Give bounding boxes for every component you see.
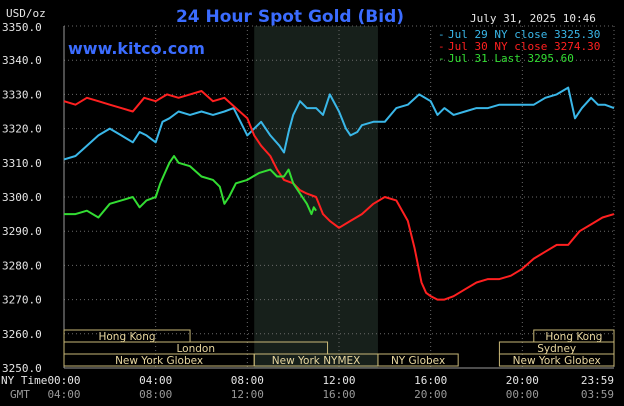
legend-jul30: Jul 30 NY close 3274.30 bbox=[448, 40, 600, 53]
session-box bbox=[498, 353, 615, 367]
y-tick-label: 3310.0 bbox=[2, 157, 42, 170]
website-label: www.kitco.com bbox=[68, 39, 205, 58]
chart-title: 24 Hour Spot Gold (Bid) bbox=[176, 7, 404, 27]
grid-layer bbox=[63, 25, 615, 369]
series-line-1 bbox=[63, 90, 615, 301]
y-tick-label: 3260.0 bbox=[2, 328, 42, 341]
x-tick-label-ny: 23:59 bbox=[581, 374, 614, 387]
legend-jul29: Jul 29 NY close 3325.30 bbox=[448, 28, 600, 41]
session-label: New York Globex bbox=[513, 355, 601, 367]
x-tick-label-gmt: 20:00 bbox=[414, 388, 447, 401]
x-tick-label-ny: 12:00 bbox=[322, 374, 355, 387]
y-tick-label: 3280.0 bbox=[2, 259, 42, 272]
y-tick-label: 3330.0 bbox=[2, 88, 42, 101]
x-tick-label-gmt: 16:00 bbox=[322, 388, 355, 401]
ny-time-label: NY Time bbox=[1, 374, 47, 387]
x-tick-label-gmt: 00:00 bbox=[506, 388, 539, 401]
series-line-0 bbox=[63, 86, 615, 161]
legend-jul30-marker: - bbox=[438, 40, 445, 53]
series-layer bbox=[63, 86, 615, 301]
session-label: London bbox=[177, 343, 216, 355]
x-tick-label-ny: 20:00 bbox=[506, 374, 539, 387]
session-label: Hong Kong bbox=[545, 331, 602, 343]
session-box bbox=[377, 353, 459, 367]
legend-jul29-marker: - bbox=[438, 28, 445, 41]
x-tick-label-gmt: 03:59 bbox=[581, 388, 614, 401]
y-tick-label: 3290.0 bbox=[2, 225, 42, 238]
x-tick-label-ny: 04:00 bbox=[139, 374, 172, 387]
timestamp: July 31, 2025 10:46 bbox=[470, 12, 596, 25]
legend-jul31: Jul 31 Last 3295.60 bbox=[448, 52, 574, 65]
session-label: New York NYMEX bbox=[272, 355, 361, 367]
x-tick-label-ny: 00:00 bbox=[47, 374, 80, 387]
session-label: Hong Kong bbox=[98, 331, 155, 343]
session-label: NY Globex bbox=[391, 355, 445, 367]
y-tick-label: 3320.0 bbox=[2, 123, 42, 136]
y-tick-label: 3270.0 bbox=[2, 294, 42, 307]
x-tick-label-gmt: 08:00 bbox=[139, 388, 172, 401]
y-unit-label: USD/oz bbox=[6, 7, 46, 20]
gmt-label: GMT bbox=[10, 388, 30, 401]
session-label: New York Globex bbox=[115, 355, 203, 367]
y-tick-label: 3300.0 bbox=[2, 191, 42, 204]
legend: - Jul 29 NY close 3325.30 - Jul 30 NY cl… bbox=[438, 28, 600, 65]
axis-layer: 3250.0 3260.0 3270.0 3280.0 3290.0 3300.0 3310… bbox=[2, 21, 614, 401]
y-tick-label: 3340.0 bbox=[2, 54, 42, 67]
x-tick-label-ny: 16:00 bbox=[414, 374, 447, 387]
x-tick-label-gmt: 04:00 bbox=[47, 388, 80, 401]
session-label: Sydney bbox=[537, 343, 576, 355]
x-tick-label-gmt: 12:00 bbox=[231, 388, 264, 401]
y-tick-label: 3250.0 bbox=[2, 362, 42, 375]
legend-jul31-marker: - bbox=[438, 52, 445, 65]
y-tick-label: 3350.0 bbox=[2, 21, 42, 34]
series-line-2 bbox=[64, 155, 317, 219]
x-tick-label-ny: 08:00 bbox=[231, 374, 264, 387]
